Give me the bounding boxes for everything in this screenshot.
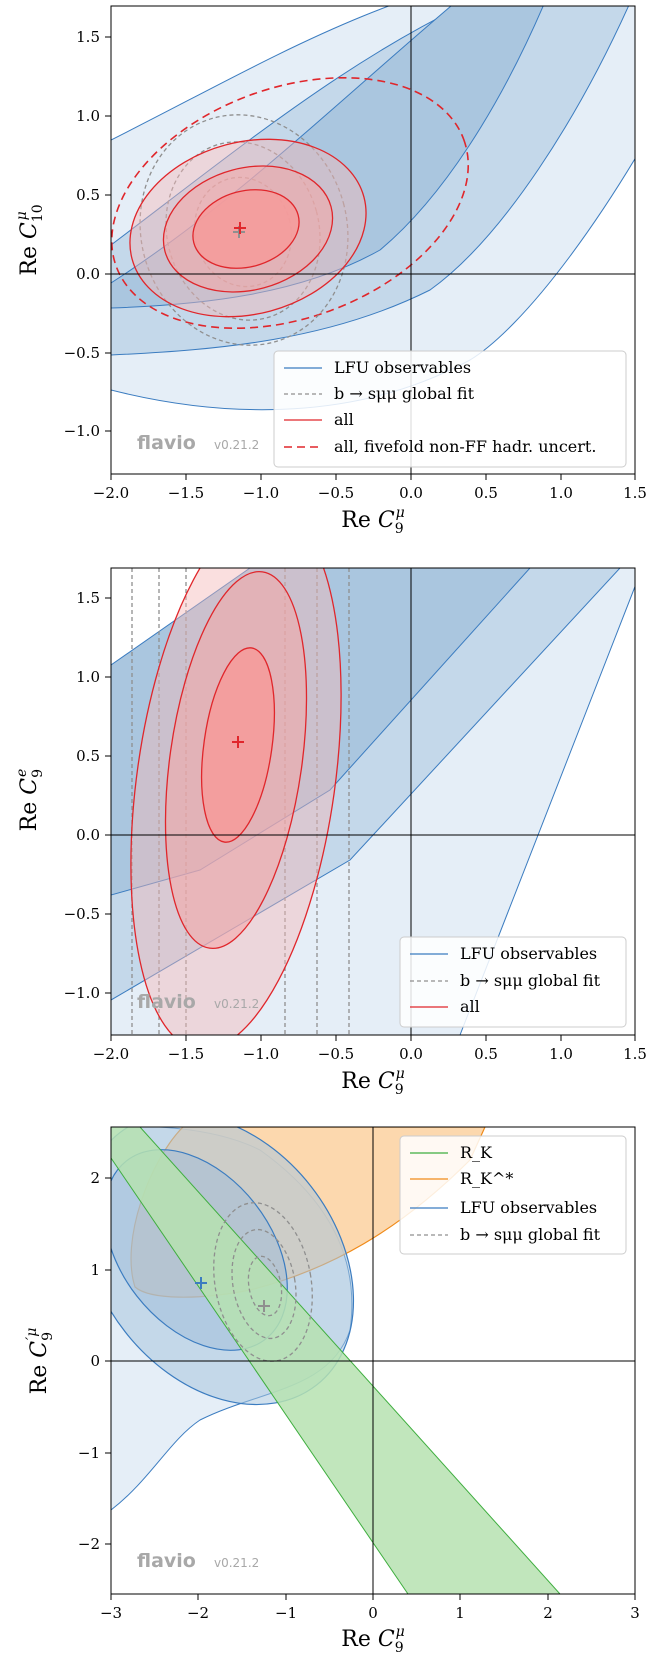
x-tick-label: 0.5 [474, 1045, 498, 1063]
best-fit-all-marker [232, 736, 244, 748]
x-tick-label: −2.0 [93, 1045, 129, 1063]
x-ticks [110, 1035, 636, 1041]
x-tick-label: 1 [455, 1604, 465, 1622]
plot-frame [110, 5, 636, 475]
y-axis-label: Re C9e [14, 769, 46, 832]
x-tick-label: −2 [187, 1604, 209, 1622]
x-tick-label: −0.5 [318, 484, 354, 502]
x-tick-label: −3 [100, 1604, 122, 1622]
x-tick-label: −0.5 [318, 1045, 354, 1063]
panel-1: −2.0 −1.5 −1.0 −0.5 0.0 0.5 1.0 1.5 −1.0… [14, 5, 647, 537]
x-tick-label: 0.0 [399, 1045, 423, 1063]
x-tick-label: 2 [543, 1604, 553, 1622]
legend-label: b → sμμ global fit [334, 384, 475, 403]
global-fit-contour-1 [247, 1255, 283, 1317]
y-ticks [105, 597, 111, 994]
x-tick-label: −1 [275, 1604, 297, 1622]
y-ticks [105, 1177, 111, 1545]
watermark-version: v0.21.2 [214, 438, 259, 452]
global-fit-contour-3 [139, 114, 349, 346]
y-tick-label: 0.0 [76, 265, 100, 283]
watermark-version: v0.21.2 [214, 1556, 259, 1570]
y-tick-label: −1.0 [64, 422, 100, 440]
y-ticks [105, 36, 111, 432]
legend: LFU observables b → sμμ global fit all a… [273, 350, 627, 468]
legend-label: all [334, 410, 354, 429]
y-tick-label: 1.5 [76, 589, 100, 607]
y-tick-label: 1.0 [76, 668, 100, 686]
x-tick-label: 0.0 [399, 484, 423, 502]
legend-label: all [460, 997, 480, 1016]
watermark-name: flavio [137, 991, 196, 1013]
x-tick-label: 1.5 [623, 1045, 647, 1063]
y-tick-label: −2 [78, 1535, 100, 1553]
legend-label: R_K^* [460, 1169, 513, 1188]
all-fivefold-contour [111, 76, 470, 330]
panel-2: −2.0 −1.5 −1.0 −0.5 0.0 0.5 1.0 1.5 −1.0… [14, 567, 647, 1098]
best-fit-all-marker [234, 222, 246, 234]
y-tick-label: 1 [90, 1261, 100, 1279]
watermark-name: flavio [137, 1550, 196, 1572]
x-tick-label: 0 [368, 1604, 378, 1622]
x-tick-label: −1.5 [168, 1045, 204, 1063]
x-tick-label: 3 [630, 1604, 640, 1622]
y-tick-label: 2 [90, 1169, 100, 1187]
legend-label: all, fivefold non-FF hadr. uncert. [334, 437, 596, 456]
x-tick-label: −1.0 [243, 1045, 279, 1063]
best-fit-lfu-marker [195, 1277, 207, 1289]
y-tick-label: 1.0 [76, 107, 100, 125]
watermark-version: v0.21.2 [214, 997, 259, 1011]
panel-3: −3 −2 −1 0 1 2 3 −2 −1 0 1 2 Re C9μ Re C… [24, 1126, 640, 1656]
x-axis-label: Re C9μ [341, 505, 404, 537]
legend-label: b → sμμ global fit [460, 1225, 601, 1244]
y-tick-label: 1.5 [76, 28, 100, 46]
x-tick-label: −1.0 [243, 484, 279, 502]
legend-label: R_K [460, 1143, 493, 1162]
x-tick-label: −1.5 [168, 484, 204, 502]
x-tick-label: −2.0 [93, 484, 129, 502]
x-ticks [110, 474, 636, 480]
x-tick-label: 0.5 [474, 484, 498, 502]
x-tick-label: 1.0 [549, 1045, 573, 1063]
legend: LFU observables b → sμμ global fit all [399, 936, 627, 1028]
x-tick-label: 1.0 [549, 484, 573, 502]
legend-label: b → sμμ global fit [460, 971, 601, 990]
plot-frame [110, 567, 636, 1036]
y-tick-label: −1 [78, 1444, 100, 1462]
x-axis-label: Re C9μ [341, 1624, 404, 1656]
y-tick-label: −1.0 [64, 984, 100, 1002]
legend-label: LFU observables [460, 944, 597, 963]
y-tick-label: 0.5 [76, 186, 100, 204]
y-tick-label: 0 [90, 1352, 100, 1370]
y-tick-label: −0.5 [64, 344, 100, 362]
y-tick-label: 0.0 [76, 826, 100, 844]
watermark-name: flavio [137, 432, 196, 454]
y-axis-label: Re C10μ [14, 204, 46, 275]
y-tick-label: 0.5 [76, 747, 100, 765]
y-tick-label: −0.5 [64, 905, 100, 923]
best-fit-global-marker [258, 1300, 270, 1312]
x-axis-label: Re C9μ [341, 1066, 404, 1098]
x-tick-label: 1.5 [623, 484, 647, 502]
legend-label: LFU observables [460, 1198, 597, 1217]
y-axis-label: Re C9′μ [24, 1328, 56, 1395]
global-fit-contour-2 [231, 1228, 297, 1340]
x-ticks [110, 1594, 636, 1600]
legend-label: LFU observables [334, 358, 471, 377]
legend: R_K R_K^* LFU observables b → sμμ global… [399, 1135, 627, 1255]
